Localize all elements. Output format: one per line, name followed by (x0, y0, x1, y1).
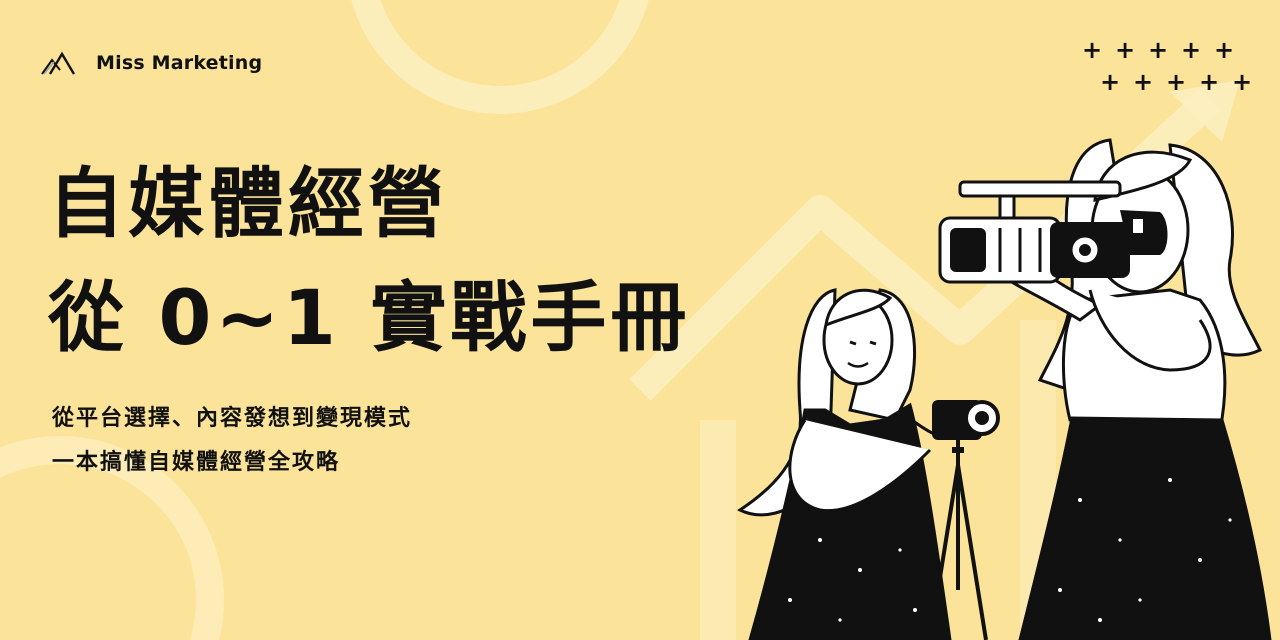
plus-icon: + (1199, 68, 1220, 96)
plus-icon: + (1166, 68, 1187, 96)
plus-row: + + + + + (1100, 66, 1252, 98)
video-camera (938, 180, 1168, 284)
brand-logo: Miss Marketing (40, 48, 262, 78)
brand-name: Miss Marketing (96, 52, 263, 74)
mountain-logo-icon (41, 51, 76, 75)
plus-icon: + (1100, 68, 1121, 96)
plus-icon: + (1214, 36, 1235, 64)
plus-decoration: + + + + + + + + + + (1082, 34, 1252, 98)
plus-icon: + (1115, 36, 1136, 64)
plus-row: + + + + + (1082, 34, 1252, 66)
plus-icon: + (1181, 36, 1202, 64)
small-woman-figure (737, 288, 952, 640)
plus-icon: + (1232, 68, 1253, 96)
plus-icon: + (1082, 36, 1103, 64)
filming-women-illustration (737, 138, 1272, 640)
subheading-line-1: 從平台選擇、內容發想到變現模式 (52, 406, 413, 431)
subheading-line-2: 一本搞懂自媒體經營全攻略 (52, 450, 341, 475)
dslr-camera (928, 400, 1000, 640)
plus-icon: + (1148, 36, 1169, 64)
headline-line-1: 自媒體經營 (48, 159, 448, 248)
plus-icon: + (1133, 68, 1154, 96)
headline-line-2: 從 0~1 實戰手冊 (48, 273, 691, 362)
